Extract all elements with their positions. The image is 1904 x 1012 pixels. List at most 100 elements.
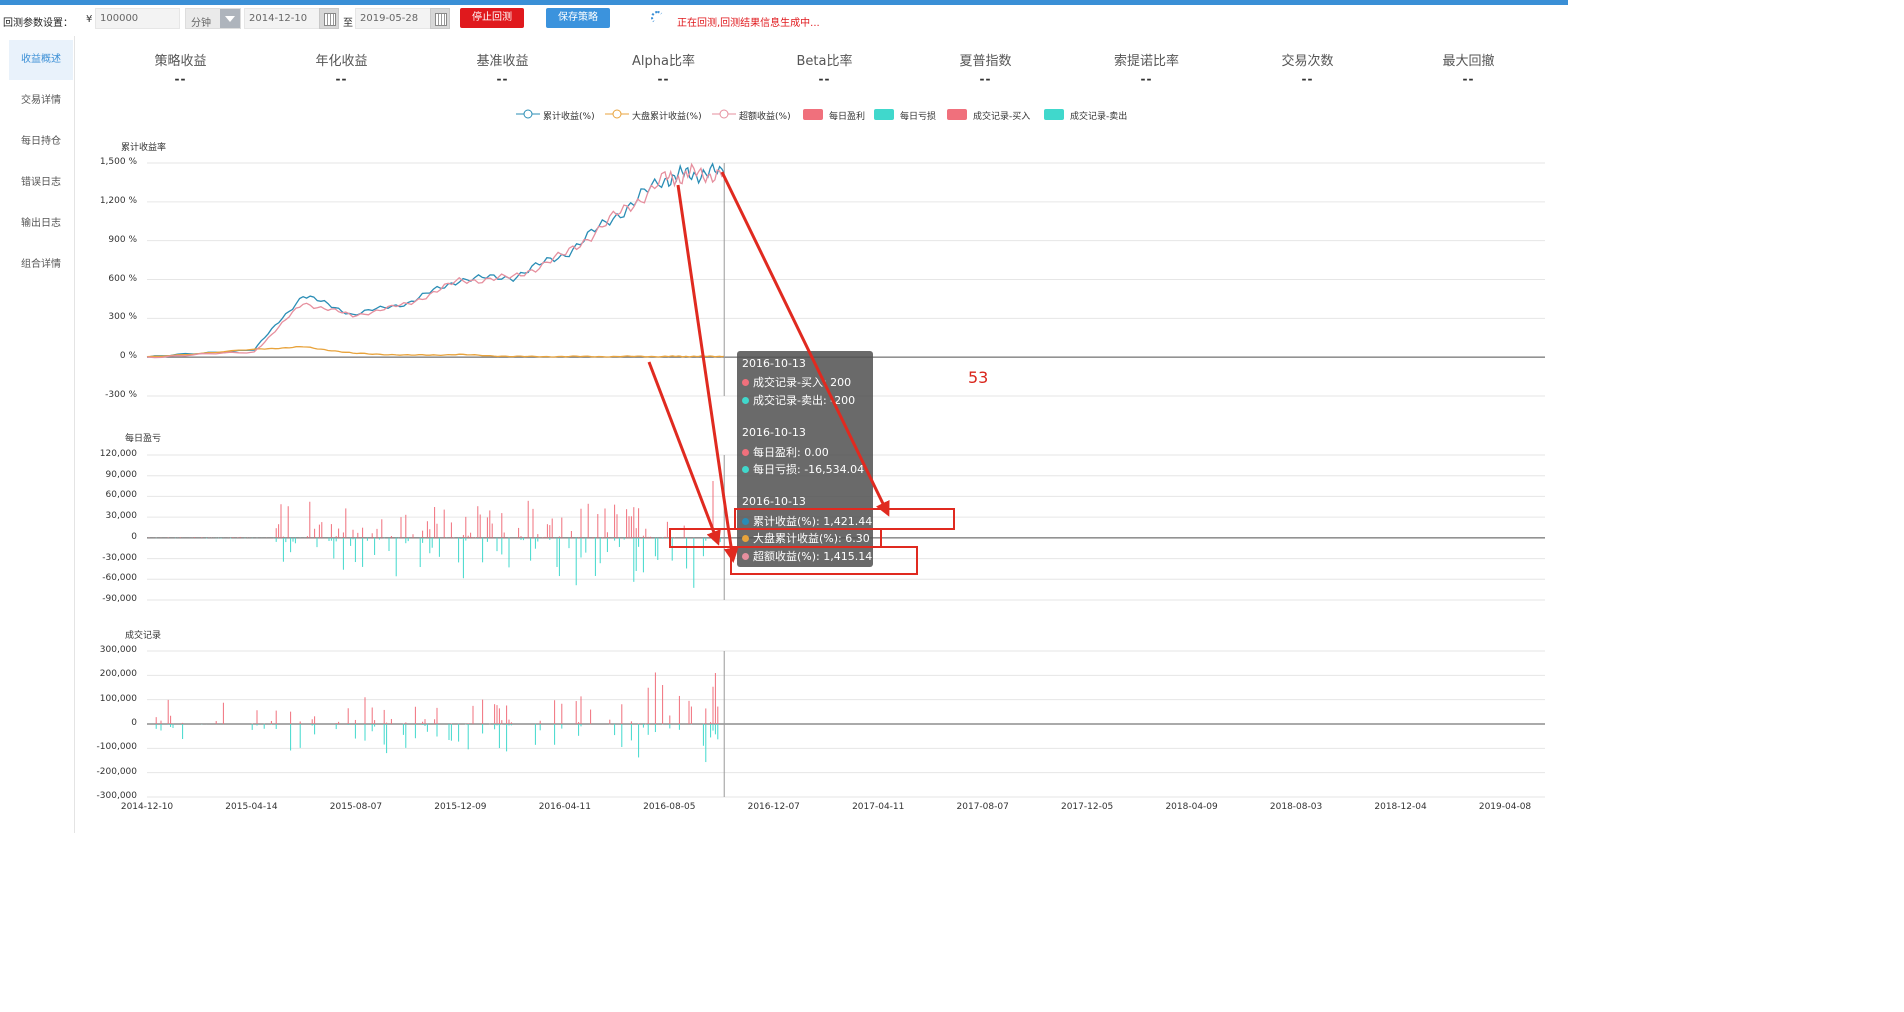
y-tick-label: 0 % [119, 351, 137, 362]
stat-value: -- [1301, 72, 1314, 86]
y-tick-label: 90,000 [105, 469, 138, 480]
sidebar-item-trades[interactable]: 交易详情 [21, 95, 61, 106]
currency-symbol: ¥ [86, 14, 93, 25]
y-tick-label: -100,000 [96, 742, 137, 753]
y-tick-label: -30,000 [102, 552, 137, 563]
dot-icon [742, 379, 749, 386]
tooltip-buy: 成交记录-买入: 200 [753, 376, 852, 389]
legend-label: 成交记录-买入 [973, 112, 1031, 122]
stat-max-drawdown: 最大回撤 -- [1388, 50, 1549, 86]
top-accent-bar [0, 0, 1568, 5]
y-tick-label: -200,000 [96, 766, 137, 777]
status-text: 正在回测,回测结果信息生成中... [677, 18, 820, 29]
dot-icon [742, 397, 749, 404]
line-marker-icon [605, 109, 629, 119]
y-tick-label: -60,000 [102, 573, 137, 584]
y-tick-label: -90,000 [102, 594, 137, 604]
series-line [146, 162, 725, 358]
tooltip-row: 成交记录-卖出: -200 [742, 392, 855, 408]
legend-label: 每日亏损 [900, 112, 937, 122]
calendar-icon[interactable] [319, 8, 339, 29]
stat-benchmark-return: 基准收益 -- [422, 50, 583, 86]
y-tick-label: 30,000 [105, 511, 138, 522]
chevron-down-icon[interactable] [220, 9, 240, 28]
stat-alpha: Alpha比率 -- [583, 50, 744, 86]
series-line [146, 346, 725, 358]
x-tick-label: 2016-04-11 [538, 802, 591, 812]
tooltip-cum: 累计收益(%): 1,421.44 [753, 515, 873, 528]
stat-value: -- [1140, 72, 1153, 86]
x-tick-label: 2017-12-05 [1060, 802, 1114, 812]
calendar-icon[interactable] [430, 8, 450, 29]
x-tick-label: 2015-08-07 [329, 802, 383, 812]
stat-value: -- [979, 72, 992, 86]
stat-value: -- [335, 72, 348, 86]
dot-icon [742, 449, 749, 456]
tooltip-bench: 大盘累计收益(%): 6.30 [753, 532, 870, 545]
stat-trade-count: 交易次数 -- [1227, 50, 1388, 86]
stat-value: -- [818, 72, 831, 86]
chart-tooltip: 2016-10-13 成交记录-买入: 200 成交记录-卖出: -200 20… [737, 351, 873, 567]
sidebar-item-overview[interactable]: 收益概述 [9, 40, 73, 80]
stat-title: 夏普指数 [959, 54, 1012, 69]
dot-icon [742, 535, 749, 542]
box-marker-icon [947, 109, 967, 120]
dot-icon [742, 466, 749, 473]
stat-value: -- [174, 72, 187, 86]
chart-title-cum-return: 累计收益率 [121, 143, 167, 153]
stat-annual-return: 年化收益 -- [261, 50, 422, 86]
y-tick-label: 120,000 [99, 449, 137, 459]
tooltip-sell: 成交记录-卖出: -200 [753, 394, 856, 407]
stat-value: -- [496, 72, 509, 86]
start-date-input[interactable] [244, 8, 320, 29]
y-tick-label: 100,000 [99, 693, 137, 704]
sidebar: 收益概述 交易详情 每日持仓 错误日志 输出日志 组合详情 [0, 36, 75, 833]
box-marker-icon [1044, 109, 1064, 120]
stat-title: 策略收益 [154, 54, 207, 69]
tooltip-row: 每日盈利: 0.00 [742, 444, 829, 460]
y-tick-label: 0 [131, 718, 137, 728]
save-strategy-button[interactable]: 保存策略 [546, 8, 610, 28]
stat-title: 基准收益 [476, 54, 529, 69]
series-line [146, 162, 725, 359]
y-tick-label: -300 % [105, 390, 137, 400]
tooltip-excess: 超额收益(%): 1,415.14 [753, 550, 873, 563]
dot-icon [742, 518, 749, 525]
y-tick-label: 0 [131, 531, 137, 542]
stat-title: Beta比率 [796, 54, 853, 69]
stat-value: -- [657, 72, 670, 86]
tooltip-date: 2016-10-13 [742, 357, 806, 370]
x-tick-label: 2017-08-07 [956, 802, 1009, 812]
stat-sharpe: 夏普指数 -- [905, 50, 1066, 86]
sidebar-item-portfolio[interactable]: 组合详情 [21, 259, 61, 270]
sidebar-item-output[interactable]: 输出日志 [21, 218, 61, 229]
sidebar-item-errors[interactable]: 错误日志 [21, 177, 61, 188]
stat-strategy-return: 策略收益 -- [100, 50, 261, 86]
chart-title-daily-pnl: 每日盈亏 [125, 434, 162, 444]
x-tick-label: 2018-08-03 [1269, 802, 1323, 812]
y-tick-label: 300 % [108, 312, 137, 323]
stat-sortino: 索提诺比率 -- [1066, 50, 1227, 86]
y-tick-label: 900 % [108, 234, 137, 245]
tooltip-row: 大盘累计收益(%): 6.30 [742, 530, 870, 546]
sidebar-item-positions[interactable]: 每日持仓 [21, 136, 61, 147]
x-tick-label: 2015-04-14 [225, 802, 278, 812]
frequency-value: 分钟 [191, 18, 211, 29]
stat-title: 索提诺比率 [1113, 54, 1179, 69]
tooltip-row: 每日亏损: -16,534.04 [742, 461, 864, 477]
frequency-select[interactable]: 分钟 [185, 8, 241, 29]
end-date-input[interactable] [355, 8, 431, 29]
stat-title: 年化收益 [315, 54, 368, 69]
stop-backtest-button[interactable]: 停止回测 [460, 8, 524, 28]
tooltip-date: 2016-10-13 [742, 426, 806, 439]
y-tick-label: 60,000 [105, 490, 138, 501]
box-marker-icon [874, 109, 894, 120]
capital-input[interactable] [95, 8, 180, 29]
y-tick-label: -300,000 [96, 791, 137, 801]
line-marker-icon [712, 109, 736, 119]
x-tick-label: 2014-12-10 [120, 802, 174, 812]
x-tick-label: 2016-08-05 [643, 802, 696, 812]
tooltip-row: 超额收益(%): 1,415.14 [742, 548, 872, 564]
tooltip-loss: 每日亏损: -16,534.04 [753, 463, 865, 476]
legend-label: 超额收益(%) [739, 112, 791, 122]
